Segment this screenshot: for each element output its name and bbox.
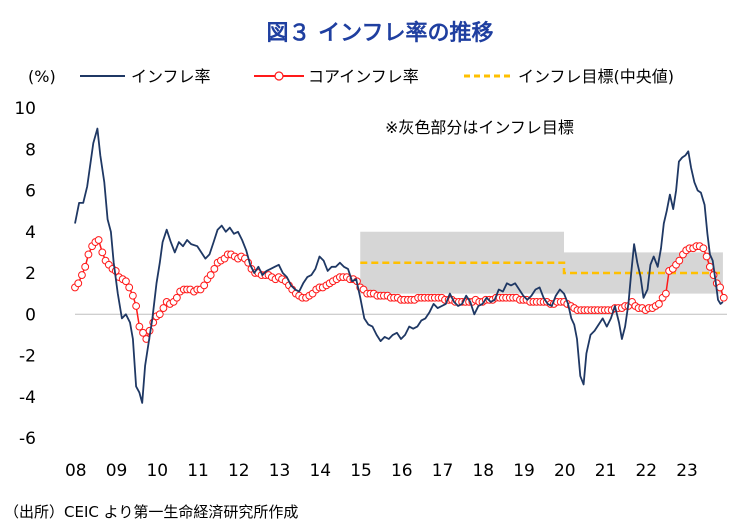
core-inflation-point: [716, 283, 724, 292]
y-tick-label: 8: [25, 140, 36, 160]
core-inflation-point: [125, 283, 134, 292]
x-tick-label: 19: [513, 461, 535, 481]
chart-title: 図３ インフレ率の推移: [267, 20, 494, 46]
x-tick-label: 08: [65, 461, 87, 481]
y-tick-label: 4: [25, 223, 36, 243]
core-inflation-point: [655, 300, 663, 308]
y-tick-labels: -6 -4 -2 0 2 4 6 8 10: [14, 99, 36, 449]
core-inflation-point: [675, 256, 684, 265]
x-tick-label: 18: [472, 461, 494, 481]
series-line-inflation: [74, 127, 724, 404]
x-tick-label: 20: [554, 461, 576, 481]
x-tick-label: 11: [187, 461, 209, 481]
core-inflation-point: [98, 248, 107, 257]
core-inflation-point: [705, 262, 714, 271]
x-tick-label: 10: [146, 461, 168, 481]
core-inflation-point: [74, 279, 83, 288]
x-tick-label: 21: [595, 461, 617, 481]
core-inflation-point: [84, 250, 93, 259]
legend: (%) インフレ率 コアインフレ率 インフレ目標(中央値): [28, 67, 674, 86]
x-tick-label: 09: [106, 461, 128, 481]
x-tick-label: 14: [309, 461, 331, 481]
x-tick-label: 23: [676, 461, 698, 481]
core-inflation-point: [719, 293, 728, 302]
y-tick-label: -6: [19, 429, 36, 449]
target-band-annotation: ※灰色部分はインフレ目標: [385, 118, 574, 137]
y-tick-label: 2: [25, 264, 36, 284]
y-tick-label: -4: [19, 388, 36, 408]
y-tick-label: 0: [25, 305, 36, 325]
legend-label-inflation: インフレ率: [131, 67, 211, 86]
series-group: [71, 127, 728, 404]
core-inflation-point: [159, 304, 168, 312]
core-inflation-point: [122, 277, 130, 286]
core-inflation-point: [78, 271, 86, 279]
core-inflation-point: [172, 293, 181, 302]
x-tick-label: 22: [635, 461, 657, 481]
x-tick-label: 16: [391, 461, 413, 481]
series-line-inflation-target: [360, 261, 723, 275]
core-inflation-point: [135, 322, 144, 331]
core-inflation-point: [139, 328, 147, 337]
legend-label-inflation-target: インフレ目標(中央値): [518, 67, 674, 86]
core-inflation-point: [210, 264, 219, 273]
y-tick-label: -2: [19, 347, 36, 367]
core-inflation-point: [128, 291, 137, 300]
core-inflation-point: [200, 281, 209, 290]
core-inflation-point: [81, 262, 90, 271]
legend-label-core-inflation: コアインフレ率: [308, 67, 419, 86]
core-inflation-point: [132, 302, 141, 310]
x-tick-label: 15: [350, 461, 372, 481]
core-inflation-point: [699, 244, 708, 253]
core-inflation-point: [94, 236, 103, 244]
y-axis-unit: (%): [28, 67, 56, 86]
core-inflation-point: [661, 289, 670, 298]
x-tick-label: 13: [269, 461, 291, 481]
source-note: （出所）CEIC より第一生命経済研究所作成: [4, 503, 298, 521]
x-tick-labels: 08 09 10 11 12 13 14 15 16 17 18 19 20 21 22 23: [65, 461, 698, 481]
x-tick-label: 12: [228, 461, 250, 481]
core-inflation-point: [155, 310, 164, 319]
core-inflation-point: [206, 271, 215, 279]
y-tick-label: 6: [25, 182, 36, 202]
x-tick-label: 17: [432, 461, 454, 481]
y-tick-label: 10: [14, 99, 36, 119]
legend-marker-core-inflation: [274, 71, 284, 81]
